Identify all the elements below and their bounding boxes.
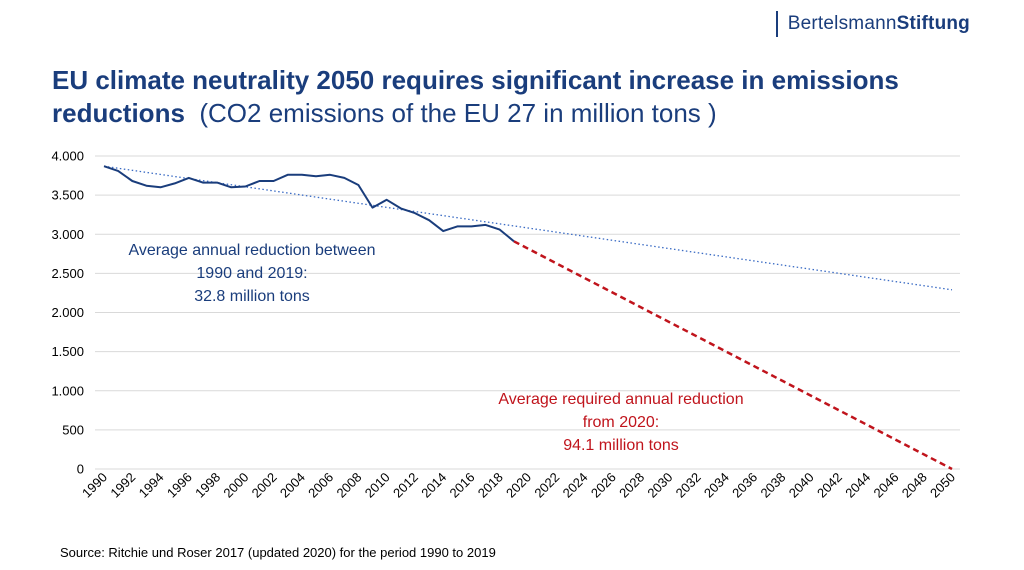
y-tick-label: 2.500 xyxy=(51,266,84,281)
historical-annotation-line: 32.8 million tons xyxy=(194,288,310,305)
x-tick-label: 1992 xyxy=(107,470,138,501)
x-tick-label: 2010 xyxy=(362,470,393,501)
x-tick-label: 2042 xyxy=(814,470,845,501)
y-tick-label: 1.500 xyxy=(51,344,84,359)
brand-name-regular: Bertelsmann xyxy=(787,13,897,34)
source-note: Source: Ritchie und Roser 2017 (updated … xyxy=(60,545,496,560)
annotations: Average annual reduction between 1990 and… xyxy=(129,242,744,454)
emissions-line xyxy=(103,165,515,243)
required-annotation-line: Average required annual reduction xyxy=(498,391,743,408)
x-tick-label: 2030 xyxy=(644,470,675,501)
x-tick-label: 2022 xyxy=(531,470,562,501)
required-annotation-line: from 2020: xyxy=(583,414,659,431)
required-reduction-line xyxy=(513,240,953,471)
x-tick-label: 2034 xyxy=(701,470,732,501)
grid-lines xyxy=(95,155,960,470)
y-tick-label: 0 xyxy=(77,462,84,477)
chart-title-unit: (CO2 emissions of the EU 27 in million t… xyxy=(199,98,717,128)
x-tick-label: 2032 xyxy=(673,470,704,501)
x-axis-labels: 1990199219941996199820002002200420062008… xyxy=(79,470,958,501)
brand-bar xyxy=(775,11,778,37)
y-tick-label: 4.000 xyxy=(51,149,84,164)
x-tick-label: 2004 xyxy=(277,470,308,501)
brand-name: BertelsmannStiftung xyxy=(788,13,970,35)
series-lines xyxy=(103,165,953,471)
x-tick-label: 1998 xyxy=(192,470,223,501)
x-tick-label: 2008 xyxy=(333,470,364,501)
x-tick-label: 2048 xyxy=(899,470,930,501)
brand-logo: BertelsmannStiftung xyxy=(775,10,970,38)
x-tick-label: 2046 xyxy=(871,470,902,501)
x-tick-label: 2002 xyxy=(249,470,280,501)
x-tick-label: 2028 xyxy=(616,470,647,501)
chart-title: EU climate neutrality 2050 requires sign… xyxy=(52,64,992,130)
y-tick-label: 3.000 xyxy=(51,227,84,242)
historical-annotation-line: 1990 and 2019: xyxy=(196,265,307,282)
x-tick-label: 2040 xyxy=(786,470,817,501)
x-tick-label: 2012 xyxy=(390,470,421,501)
x-tick-label: 2036 xyxy=(729,470,760,501)
x-tick-label: 1996 xyxy=(164,470,195,501)
trend-line xyxy=(103,165,953,291)
historical-annotation-line: Average annual reduction between xyxy=(129,242,376,259)
required-annotation-line: 94.1 million tons xyxy=(563,437,679,454)
y-tick-label: 500 xyxy=(62,422,84,437)
chart-title-bold: EU climate neutrality 2050 requires sign… xyxy=(52,65,899,128)
y-tick-label: 1.000 xyxy=(51,383,84,398)
x-tick-label: 2050 xyxy=(927,470,958,501)
brand-name-bold: Stiftung xyxy=(896,13,970,34)
x-tick-label: 2018 xyxy=(475,470,506,501)
x-tick-label: 2038 xyxy=(757,470,788,501)
x-tick-label: 2024 xyxy=(560,470,591,501)
x-tick-label: 1994 xyxy=(136,470,167,501)
x-tick-label: 2014 xyxy=(418,470,449,501)
y-tick-label: 3.500 xyxy=(51,188,84,203)
x-tick-label: 2026 xyxy=(588,470,619,501)
x-tick-label: 2006 xyxy=(305,470,336,501)
y-tick-label: 2.000 xyxy=(51,305,84,320)
x-tick-label: 2016 xyxy=(447,470,478,501)
y-axis-labels: 0 500 1.000 1.500 2.000 2.500 3.000 3.500 4.000 xyxy=(51,149,84,477)
x-tick-label: 2000 xyxy=(220,470,251,501)
x-tick-label: 2044 xyxy=(842,470,873,501)
x-tick-label: 2020 xyxy=(503,470,534,501)
